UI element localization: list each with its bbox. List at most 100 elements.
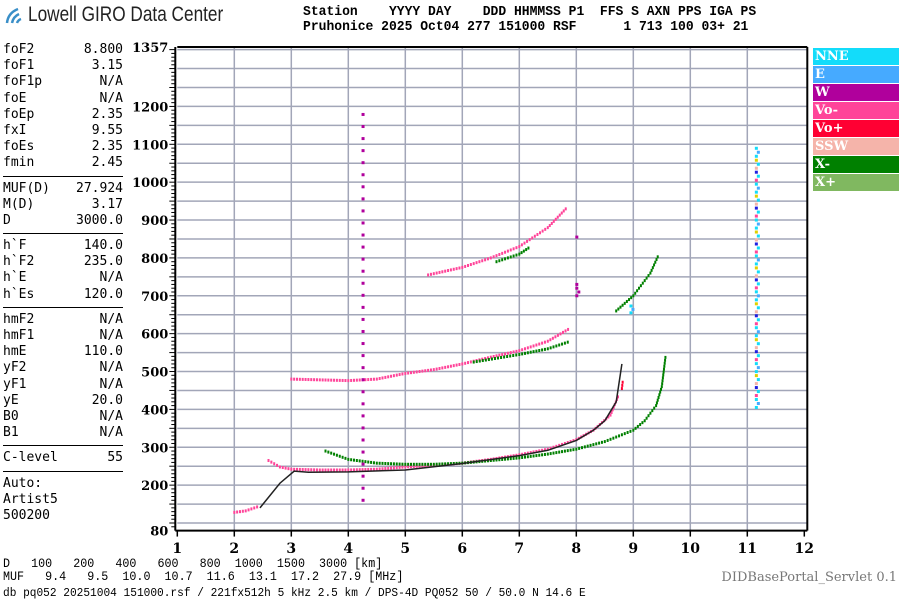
- data-point: [429, 462, 432, 466]
- data-point: [659, 387, 662, 391]
- data-point: [756, 318, 760, 322]
- x-tick-label: 10: [681, 541, 701, 557]
- data-point: [398, 465, 401, 469]
- data-point: [361, 293, 365, 297]
- param-row-hE: h`E N/A: [3, 270, 123, 286]
- data-point: [500, 356, 503, 360]
- data-point: [435, 271, 438, 275]
- data-point: [358, 459, 361, 463]
- param-row-foF2: foF2 8.800: [3, 42, 123, 58]
- data-point: [452, 462, 455, 466]
- data-point: [754, 262, 758, 266]
- data-point: [469, 263, 472, 267]
- data-point: [754, 194, 758, 198]
- data-point: [561, 342, 564, 346]
- data-point: [429, 272, 432, 276]
- data-point: [498, 458, 501, 462]
- data-point: [395, 462, 398, 466]
- x-tick-label: 7: [514, 541, 524, 557]
- data-point: [632, 428, 635, 432]
- divider: [3, 306, 123, 308]
- d-row: D 100 200 400 600 800 1000 1500 3000 [km…: [3, 557, 403, 570]
- divider: [3, 233, 123, 235]
- y-tick-label: 300: [141, 441, 168, 456]
- data-point: [361, 366, 365, 370]
- data-point: [607, 415, 610, 419]
- series-NNE: [754, 146, 760, 409]
- data-point: [498, 353, 501, 357]
- data-point: [661, 379, 664, 383]
- data-point: [429, 368, 432, 372]
- data-point: [566, 340, 569, 344]
- data-point: [754, 274, 758, 278]
- data-point: [501, 258, 504, 262]
- data-point: [569, 440, 572, 444]
- param-value: 3000.0: [76, 212, 123, 228]
- x-tick-label: 4: [343, 541, 353, 557]
- data-point: [572, 448, 575, 452]
- data-point: [293, 467, 296, 471]
- data-point: [372, 467, 375, 471]
- data-point: [609, 413, 612, 417]
- param-label: fmin: [3, 155, 35, 171]
- param-value: 2.35: [91, 106, 123, 122]
- d-value: 400: [115, 556, 137, 571]
- data-point: [361, 342, 365, 346]
- data-point: [754, 218, 758, 222]
- data-point: [404, 465, 407, 469]
- header-labels: Station YYYY DAY DDD HHMMSS P1 FFS S AXN…: [303, 4, 757, 20]
- data-point: [315, 468, 318, 472]
- data-point: [506, 249, 509, 253]
- param-value: 120.0: [83, 286, 123, 302]
- data-point: [639, 284, 642, 288]
- data-point: [490, 357, 493, 361]
- data-point: [756, 306, 760, 310]
- data-point: [756, 150, 760, 154]
- data-point: [754, 358, 758, 362]
- data-point: [655, 258, 658, 262]
- data-point: [401, 372, 404, 376]
- data-point: [754, 190, 758, 194]
- data-point: [361, 305, 365, 309]
- data-point: [313, 468, 316, 472]
- data-point: [754, 250, 758, 254]
- data-point: [754, 238, 758, 242]
- param-value: 2.35: [91, 139, 123, 155]
- data-point: [318, 468, 321, 472]
- param-label: foEs: [3, 139, 35, 155]
- muf-unit: [MHz]: [368, 569, 404, 584]
- data-point: [546, 452, 549, 456]
- data-point: [392, 466, 395, 470]
- data-point: [552, 451, 555, 455]
- param-row-foF1p: foF1p N/A: [3, 74, 123, 90]
- data-point: [566, 449, 569, 453]
- data-point: [509, 457, 512, 461]
- data-point: [504, 352, 507, 356]
- data-point: [250, 507, 253, 511]
- data-point: [432, 462, 435, 466]
- data-point: [407, 371, 410, 375]
- data-point: [756, 270, 760, 274]
- data-point: [361, 402, 365, 406]
- data-point: [327, 450, 330, 454]
- muf-value: 17.2: [290, 569, 320, 584]
- param-value: 8.800: [83, 42, 123, 57]
- data-point: [327, 378, 330, 382]
- muf-value: 11.6: [206, 569, 235, 584]
- param-row-hEs: h`Es 120.0: [3, 287, 123, 303]
- param-value: 140.0: [83, 238, 123, 254]
- muf-value: 27.9: [333, 569, 362, 584]
- data-point: [253, 506, 256, 510]
- param-label: yF2: [3, 360, 27, 376]
- data-point: [484, 258, 487, 262]
- data-point: [353, 458, 355, 462]
- data-point: [361, 462, 365, 466]
- muf-value: 10.0: [122, 569, 151, 584]
- series-NNE: [629, 304, 635, 315]
- param-label: foE: [3, 90, 27, 106]
- data-point: [623, 301, 626, 305]
- data-point: [455, 461, 458, 465]
- data-point: [592, 443, 595, 447]
- data-point: [662, 370, 665, 374]
- data-point: [449, 364, 452, 368]
